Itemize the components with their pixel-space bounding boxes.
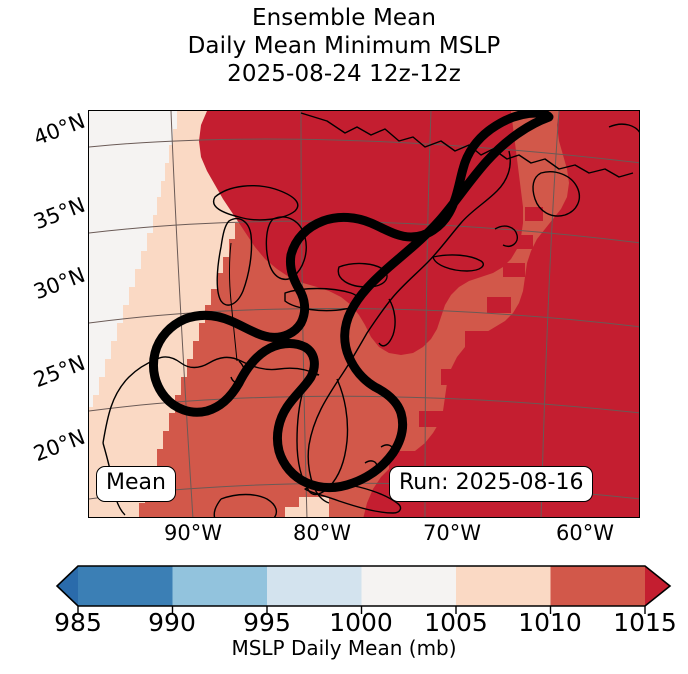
lon-label-60w: 60°W — [556, 521, 614, 545]
mean-legend-box: Mean — [96, 466, 176, 502]
colorbar-axis-label: MSLP Daily Mean (mb) — [231, 636, 457, 660]
map-plot-area — [88, 110, 640, 518]
lat-label-20n: 20°N — [30, 424, 89, 467]
colorbar-tick-995: 995 — [243, 608, 291, 637]
title-line-1: Ensemble Mean — [251, 5, 437, 31]
fill-band-over-1015-interior — [199, 111, 523, 355]
lat-label-25n: 25°N — [30, 350, 89, 393]
colorbar-band-995-1000 — [267, 566, 362, 606]
lon-label-90w: 90°W — [164, 521, 222, 545]
colorbar-band-990-995 — [172, 566, 267, 606]
colorbar-over-arrow — [645, 566, 670, 606]
fill-band-over-1015-speck — [381, 307, 401, 329]
page-title: Ensemble Mean Daily Mean Minimum MSLP 20… — [0, 4, 688, 88]
colorbar-tick-1000: 1000 — [329, 608, 393, 637]
colorbar-ticks — [77, 606, 646, 614]
colorbar-swatches — [55, 565, 672, 614]
lon-label-80w: 80°W — [293, 521, 351, 545]
colorbar-band-985-990 — [78, 566, 173, 606]
lat-label-40n: 40°N — [30, 108, 89, 151]
colorbar-bands — [57, 566, 670, 606]
lat-label-30n: 30°N — [30, 262, 89, 305]
lat-label-35n: 35°N — [30, 192, 89, 235]
title-line-3: 2025-08-24 12z-12z — [227, 61, 461, 87]
mean-contour-line — [148, 111, 554, 492]
lon-label-70w: 70°W — [423, 521, 481, 545]
colorbar-band-1005-1010 — [456, 566, 551, 606]
colorbar-band-1000-1005 — [361, 566, 456, 606]
colorbar-tick-1010: 1010 — [518, 608, 582, 637]
colorbar-tick-990: 990 — [148, 608, 196, 637]
run-date-box: Run: 2025-08-16 — [389, 466, 594, 502]
fill-steps-atlantic — [389, 207, 543, 469]
colorbar-under-arrow — [57, 566, 78, 606]
colorbar-band-1010-1015 — [550, 566, 645, 606]
colorbar: 985 990 995 1000 1005 1010 1015 MSLP Dai… — [0, 560, 688, 674]
colorbar-tick-985: 985 — [54, 608, 102, 637]
colorbar-tick-1015: 1015 — [613, 608, 677, 637]
title-line-2: Daily Mean Minimum MSLP — [187, 33, 501, 59]
mslp-contour-map — [89, 111, 639, 517]
colorbar-tick-1005: 1005 — [424, 608, 488, 637]
